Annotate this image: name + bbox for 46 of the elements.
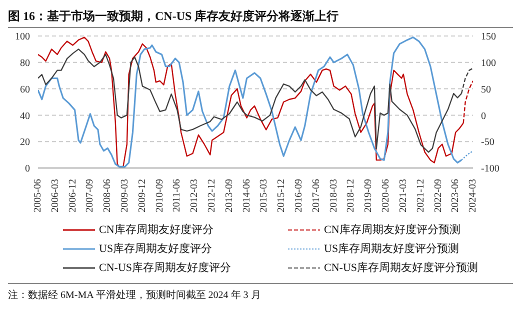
x-tick-label: 2006-03 [50,179,61,212]
x-tick-label: 2018-03 [328,179,340,212]
y2-tick-label: 50 [481,84,491,96]
y-tick-label: 20 [20,137,30,148]
legend-label: US库存周期友好度评分预测 [324,242,460,256]
x-tick-label: 2005-06 [32,179,44,212]
legend-label: CN-US库存周期友好度评分预测 [324,260,478,275]
y2-tick-label: -100 [481,164,500,175]
x-tick-label: 2021-03 [398,179,409,212]
y2-tick-label: 100 [481,58,496,69]
y2-tick-label: -50 [481,137,494,148]
x-tick-label: 2009-03 [119,179,130,212]
text: 注：数据经 6M-MA 平滑处理，预测时间截至 2024 年 3 月 [8,288,262,302]
y2-tick-label: 0 [481,110,486,122]
x-tick-label: 2012-12 [206,179,218,212]
x-tick-label: 2013-09 [224,179,235,212]
x-tick-label: 2012-03 [189,179,200,212]
legend-label: CN库存周期友好度评分预测 [324,222,460,237]
legend-label: CN库存周期友好度评分 [99,222,214,237]
x-tick-label: 2007-09 [84,179,96,212]
x-tick-label: 2014-06 [241,179,252,212]
x-tick-label: 2023-06 [450,179,462,212]
x-tick-label: 2015-12 [276,179,288,212]
x-tick-label: 2010-09 [154,179,166,212]
x-tick-label: 2015-03 [258,179,270,212]
x-tick-label: 2009-12 [136,179,148,212]
x-tick-label: 2018-12 [346,179,357,212]
y2-tick-label: 150 [481,32,496,43]
x-tick-label: 2019-09 [363,179,374,212]
x-tick-label: 2016-09 [294,179,305,212]
y-tick-label: 100 [15,32,30,43]
legend-label: US库存周期友好度评分 [99,242,212,256]
y-tick-label: 80 [20,58,30,69]
x-tick-label: 2022-09 [432,179,444,212]
x-tick-label: 2008-06 [102,179,114,212]
x-tick-label: 2011-06 [172,179,183,212]
x-tick-label: 2021-12 [415,179,426,212]
y-tick-label: 0 [25,164,30,175]
x-tick-label: 2006-12 [67,179,78,212]
chart-title: 图 16：基于市场一致预期，CN-US 库存友好度评分将逐渐上行 [8,8,513,28]
y-tick-label: 60 [20,84,30,96]
x-tick-label: 2017-06 [310,179,322,212]
y-tick-label: 40 [20,110,30,122]
legend-label: CN-US库存周期友好度评分 [99,260,232,275]
x-tick-label: 2020-06 [380,179,392,212]
x-tick-label: 2024-03 [468,179,478,212]
